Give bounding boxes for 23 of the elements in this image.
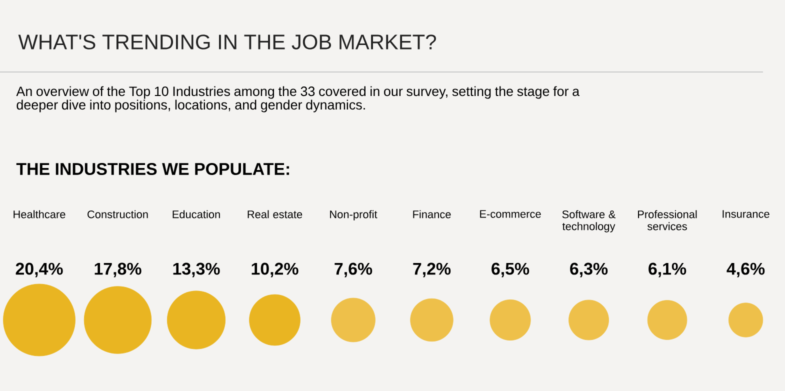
data-label: 6,5% xyxy=(492,262,530,278)
data-label: 10,2% xyxy=(252,262,298,278)
text: An overview of the Top 10 Industries among the 33 covered in our survey, setting the stage for a deeper dive into positions, locations, and gender dynamics. xyxy=(16,86,580,112)
data-label: 7,6% xyxy=(334,262,372,278)
category-label: Finance xyxy=(413,210,451,218)
category-label: E-commerce xyxy=(480,210,541,218)
text: WHAT'S TRENDING IN THE JOB MARKET? xyxy=(18,34,436,50)
data-label: 17,8% xyxy=(94,262,142,278)
category-label: Real estate xyxy=(248,210,302,218)
data-label: 4,6% xyxy=(726,262,765,278)
category-label: Non-profit xyxy=(330,210,378,220)
category-label: Education xyxy=(172,210,220,218)
category-label: Professional services xyxy=(638,210,697,230)
data-label: 6,1% xyxy=(648,262,686,278)
category-label: Insurance xyxy=(722,210,770,218)
data-label: 7,2% xyxy=(413,262,451,278)
data-label: 6,3% xyxy=(570,262,608,278)
category-label: Software & technology xyxy=(562,210,616,232)
data-label: 20,4% xyxy=(16,262,63,278)
category-label: Healthcare xyxy=(14,210,66,218)
category-label: Construction xyxy=(88,210,148,218)
text: THE INDUSTRIES WE POPULATE: xyxy=(16,163,290,175)
data-label: 13,3% xyxy=(173,262,220,278)
